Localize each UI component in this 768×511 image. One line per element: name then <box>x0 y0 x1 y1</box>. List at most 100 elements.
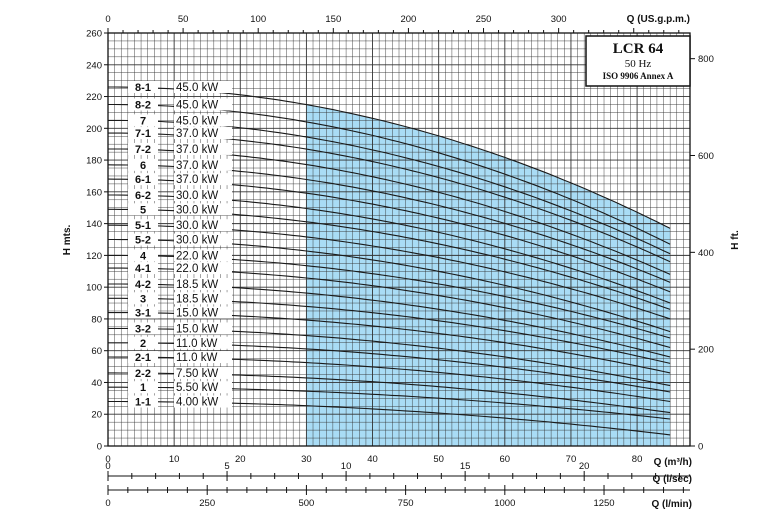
y-tick-label: 240 <box>86 60 102 71</box>
y-tick-label-right: 0 <box>698 442 703 453</box>
plot-frame <box>107 32 691 447</box>
y-tick-label: 20 <box>91 410 102 421</box>
model-label-bg <box>128 158 158 171</box>
power-label: 18.5 kW <box>176 279 218 291</box>
x-axis-label-lsec: Q (l/sec) <box>653 474 692 485</box>
y-tick-label: 180 <box>86 156 102 167</box>
x-tick-label-usgpm: 100 <box>250 14 266 25</box>
power-label-bg <box>174 292 232 305</box>
curve-labels: 8-1 45.0 kW 8-2 45.0 kW 7 45.0 kW 7-1 37.0 kW 7-… <box>128 81 232 409</box>
x-tick-label-usgpm: 200 <box>400 14 416 25</box>
y-tick-label: 160 <box>86 187 102 198</box>
model-label: 7-1 <box>135 128 151 140</box>
x-tick-label-lsec: 10 <box>341 461 352 472</box>
power-label: 45.0 kW <box>176 99 218 111</box>
model-label: 5 <box>140 204 146 216</box>
power-label: 15.0 kW <box>176 308 218 320</box>
x-tick-label-m3h: 60 <box>500 454 511 465</box>
power-label: 22.0 kW <box>176 250 218 262</box>
x-tick-label-usgpm: 150 <box>325 14 341 25</box>
power-label-bg <box>174 233 232 246</box>
power-label-bg <box>174 351 232 364</box>
axes: 0204060801001201401601802002202402600200… <box>86 14 714 509</box>
x-tick-label-lsec: 0 <box>105 461 110 472</box>
model-label-bg <box>128 233 158 246</box>
model-label: 2 <box>140 338 146 350</box>
power-label: 30.0 kW <box>176 235 218 247</box>
power-label-bg <box>174 114 232 127</box>
power-label: 37.0 kW <box>176 144 218 156</box>
power-label: 30.0 kW <box>176 220 218 232</box>
y-tick-label: 220 <box>86 92 102 103</box>
power-label-bg <box>174 306 232 319</box>
power-label: 45.0 kW <box>176 82 218 94</box>
model-label-bg <box>128 219 158 232</box>
y-tick-label-right: 200 <box>698 345 714 356</box>
x-tick-label-lmin: 750 <box>398 498 414 509</box>
plot-border <box>107 32 691 447</box>
y-tick-label: 80 <box>91 314 102 325</box>
model-label: 4-2 <box>135 279 151 291</box>
x-tick-label-lmin: 1250 <box>593 498 614 509</box>
power-label: 5.50 kW <box>176 382 218 394</box>
power-label-bg <box>174 189 232 202</box>
model-label: 1 <box>140 382 146 394</box>
y-tick-label: 200 <box>86 124 102 135</box>
x-tick-label-usgpm: 300 <box>551 14 567 25</box>
power-label-bg <box>174 98 232 111</box>
model-label-bg <box>128 262 158 275</box>
x-tick-label-m3h: 0 <box>105 454 110 465</box>
model-label-bg <box>128 381 158 394</box>
operating-range-area <box>306 104 671 446</box>
y-tick-label-right: 600 <box>698 151 714 162</box>
y-tick-label: 100 <box>86 283 102 294</box>
y-tick-label-right: 400 <box>698 248 714 259</box>
model-label: 2-2 <box>135 368 151 380</box>
operating-range-fill <box>306 104 671 446</box>
power-label: 15.0 kW <box>176 323 218 335</box>
power-label-bg <box>174 262 232 275</box>
y-tick-label: 60 <box>91 346 102 357</box>
x-tick-label-lsec: 20 <box>579 461 590 472</box>
chart-annotation: ISO 9906 Annex A <box>603 71 674 81</box>
power-label-bg <box>174 203 232 216</box>
y-tick-label: 260 <box>86 29 102 40</box>
x-tick-label-m3h: 30 <box>301 454 312 465</box>
model-label-bg <box>128 366 158 379</box>
model-label-bg <box>128 203 158 216</box>
x-axis-label-lmin: Q (l/min) <box>651 499 692 510</box>
title-box: LCR 64 50 Hz ISO 9906 Annex A <box>585 35 691 87</box>
power-label: 30.0 kW <box>176 204 218 216</box>
power-label: 37.0 kW <box>176 160 218 172</box>
power-label-bg <box>174 158 232 171</box>
y-tick-label-right: 800 <box>698 54 714 65</box>
model-label-bg <box>128 173 158 186</box>
model-label: 6-2 <box>135 190 151 202</box>
model-label-bg <box>128 322 158 335</box>
x-tick-label-m3h: 70 <box>566 454 577 465</box>
power-label-bg <box>174 381 232 394</box>
model-label: 7 <box>140 115 146 127</box>
power-label: 18.5 kW <box>176 293 218 305</box>
model-label: 1-1 <box>135 397 151 409</box>
model-label-bg <box>128 306 158 319</box>
x-tick-label-lsec: 15 <box>460 461 471 472</box>
model-label: 3-1 <box>135 308 151 320</box>
model-label-bg <box>128 98 158 111</box>
power-label: 11.0 kW <box>176 338 217 350</box>
x-tick-label-lmin: 250 <box>199 498 215 509</box>
model-label-bg <box>128 336 158 349</box>
x-tick-label-m3h: 10 <box>169 454 180 465</box>
model-label: 6-1 <box>135 174 151 186</box>
y-tick-label: 0 <box>97 442 102 453</box>
power-label-bg <box>174 219 232 232</box>
model-label: 7-2 <box>135 144 151 156</box>
model-label: 4-1 <box>135 263 151 275</box>
x-tick-label-m3h: 80 <box>632 454 643 465</box>
y-axis-label-right: H ft. <box>730 230 741 250</box>
x-tick-label-m3h: 50 <box>433 454 444 465</box>
model-label: 3 <box>140 293 146 305</box>
power-label-bg <box>174 336 232 349</box>
model-label: 6 <box>140 160 146 172</box>
model-label-bg <box>128 292 158 305</box>
